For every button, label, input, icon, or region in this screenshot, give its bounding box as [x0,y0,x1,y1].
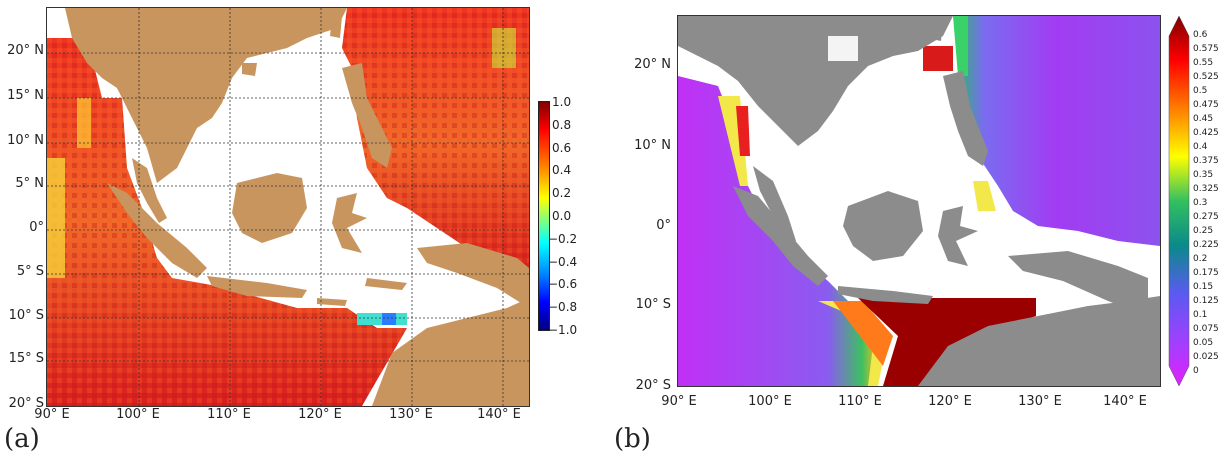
cb-b-tick: 0.175 [1193,268,1219,278]
b-xtick-90e: 90° E [661,394,697,409]
cb-a-tick: −0.6 [548,277,578,292]
a-ytick-20s: 20° S [8,396,44,411]
cb-b-tick: 0.475 [1193,100,1219,110]
cb-b-tick: 0.5 [1193,86,1208,96]
cb-b-tick: 0.25 [1193,226,1214,236]
a-ytick-5n: 5° N [15,176,44,191]
cb-b-tick: 0.1 [1193,310,1208,320]
map-a-grid [47,8,529,406]
indian-ocean-field-b [678,76,878,386]
a-ytick-20n: 20° N [7,43,44,58]
pacific-field-b [953,16,1160,246]
b-ytick-10n: 10° N [634,138,671,153]
b-ytick-10s: 10° S [635,297,671,312]
cb-a-tick: 0.8 [552,117,572,132]
cb-b-tick: 0.425 [1193,128,1219,138]
cb-b-tick: 0.525 [1193,72,1219,82]
cb-a-tick: 0.4 [552,163,572,178]
cb-b-tick: 0.125 [1193,296,1219,306]
a-xtick-140e: 140° E [477,407,521,422]
cb-a-tick: 0.6 [552,140,572,155]
a-ytick-15n: 15° N [7,88,44,103]
cb-b-tick: 0.3 [1193,198,1208,208]
b-xtick-130e: 130° E [1018,394,1062,409]
cb-b-tick: 0.45 [1193,114,1214,124]
a-ytick-5s: 5° S [16,264,44,279]
b-ytick-20s: 20° S [635,378,671,393]
cb-b-tick: 0.15 [1193,282,1214,292]
b-xtick-120e: 120° E [928,394,972,409]
colorbar-b [1168,16,1190,387]
colorbar-b-ticks: 0.6 0.575 0.55 0.525 0.5 0.475 0.45 0.42… [1193,30,1223,376]
low-correlation-patch [47,158,65,278]
cb-b-tick: 0.2 [1193,254,1208,264]
panel-label-a: (a) [4,424,40,454]
cb-b-tick: 0.375 [1193,156,1219,166]
cb-a-tick: −1.0 [548,323,578,337]
a-ytick-10s: 10° S [8,308,44,323]
land-b [678,16,1160,386]
b-xtick-140e: 140° E [1103,394,1147,409]
cb-b-tick: 0.4 [1193,142,1208,152]
a-xtick-130e: 130° E [389,407,433,422]
cb-a-tick: −0.4 [548,254,578,269]
cb-b-tick: 0.05 [1193,338,1214,348]
cb-b-tick: 0.55 [1193,58,1214,68]
cb-a-tick: −0.8 [548,300,578,315]
b-ytick-20n: 20° N [634,57,671,72]
cb-b-tick: 0.275 [1193,212,1219,222]
cb-b-tick: 0.075 [1193,324,1219,334]
map-b[interactable] [677,15,1161,387]
b-xtick-100e: 100° E [748,394,792,409]
a-ytick-10n: 10° N [7,133,44,148]
colorbar-a-ticks: 1.0 0.8 0.6 0.4 0.2 0.0 −0.2 −0.4 −0.6 −… [548,95,592,337]
cb-b-tick: 0.35 [1193,170,1214,180]
panel-label-b: (b) [614,424,651,454]
b-ytick-0: 0° [656,218,671,233]
cb-b-tick: 0.325 [1193,184,1219,194]
a-xtick-110e: 110° E [207,407,251,422]
b-xtick-110e: 110° E [838,394,882,409]
a-xtick-100e: 100° E [116,407,160,422]
map-a-svg [47,8,529,406]
a-xtick-90e: 90° E [34,407,70,422]
cb-b-tick: 0 [1193,366,1199,376]
map-a[interactable] [46,7,530,407]
cb-a-tick: 0.2 [552,186,572,201]
cb-b-tick: 0.225 [1193,240,1219,250]
a-xtick-120e: 120° E [298,407,342,422]
cb-a-tick: 1.0 [552,95,572,109]
map-b-svg [678,16,1160,386]
cb-b-tick: 0.575 [1193,44,1219,54]
cb-b-tick: 0.6 [1193,30,1208,40]
a-ytick-0: 0° [29,220,44,235]
high-value-block [858,298,1036,386]
cb-a-tick: 0.0 [552,209,572,223]
cb-a-tick: −0.2 [548,231,578,246]
land [65,8,529,406]
cb-b-tick: 0.025 [1193,352,1219,362]
colorbar-a [538,101,550,331]
a-ytick-15s: 15° S [8,351,44,366]
